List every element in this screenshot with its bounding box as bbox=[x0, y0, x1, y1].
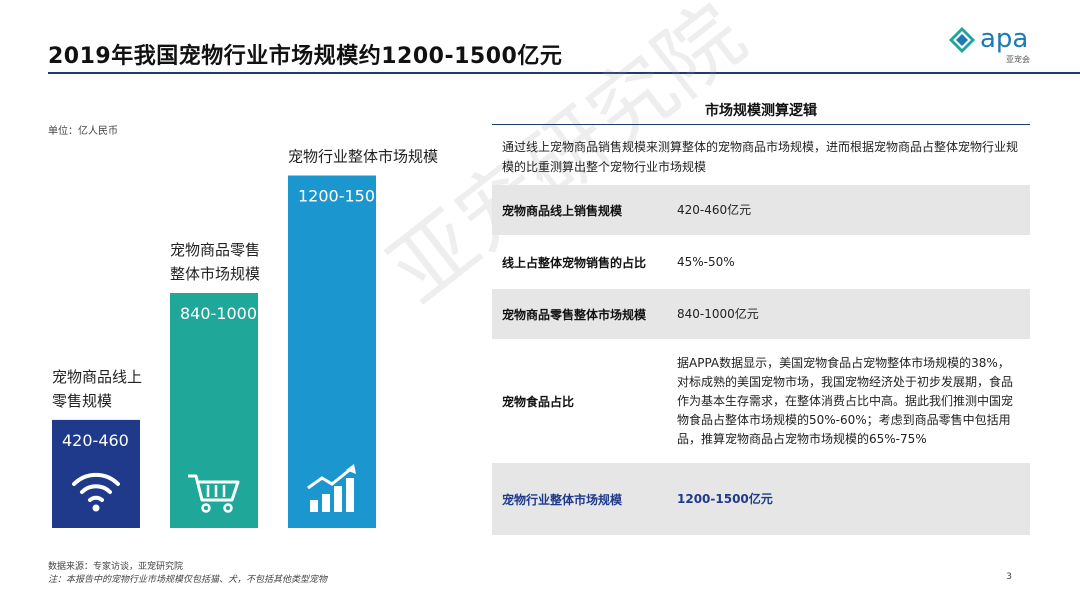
logic-row-key: 线上占整体宠物销售的占比 bbox=[502, 255, 647, 270]
logic-row: 宠物商品线上销售规模 420-460亿元 bbox=[492, 185, 1030, 235]
bar-value-label: 1200-1500 bbox=[298, 187, 385, 206]
page-title: 2019年我国宠物行业市场规模约1200-1500亿元 bbox=[48, 44, 563, 69]
logic-row-key: 宠物行业整体市场规模 bbox=[502, 492, 623, 507]
logo-subtext: 亚宠会 bbox=[1006, 55, 1030, 64]
logic-row-value: 1200-1500亿元 bbox=[677, 491, 773, 506]
cart-icon bbox=[188, 474, 240, 513]
bar-category-label: 整体市场规模 bbox=[170, 265, 260, 283]
logic-row-key: 宠物商品零售整体市场规模 bbox=[502, 307, 647, 322]
logic-row-final: 宠物行业整体市场规模 1200-1500亿元 bbox=[492, 463, 1030, 535]
bar-category-label: 宠物商品零售 bbox=[170, 241, 260, 259]
logic-row: 宠物商品零售整体市场规模 840-1000亿元 bbox=[492, 289, 1030, 339]
logic-intro: 通过线上宠物商品销售规模来测算整体的宠物商品市场规模，进而根据宠物商品占整体宠物… bbox=[502, 140, 1019, 174]
data-source: 数据来源：专家访谈，亚宠研究院 bbox=[48, 562, 184, 572]
bar-category-label: 零售规模 bbox=[52, 392, 112, 410]
bar bbox=[288, 175, 376, 528]
logic-row-key: 宠物食品占比 bbox=[502, 394, 575, 409]
logic-row-key: 宠物商品线上销售规模 bbox=[502, 203, 623, 218]
logo-mark-icon bbox=[949, 27, 975, 53]
bar bbox=[170, 293, 258, 528]
unit-label: 单位：亿人民币 bbox=[48, 126, 118, 137]
footnote: 注：本报告中的宠物行业市场规模仅包括猫、犬，不包括其他类型宠物 bbox=[48, 575, 328, 585]
bar-category-label: 宠物商品线上 bbox=[52, 368, 142, 386]
wifi-icon bbox=[72, 472, 120, 512]
logic-table: 市场规模测算逻辑 通过线上宠物商品销售规模来测算整体的宠物商品市场规模，进而根据… bbox=[492, 98, 1030, 535]
logic-row-value: 840-1000亿元 bbox=[677, 306, 759, 321]
logic-row-value: 45%-50% bbox=[677, 254, 735, 269]
apa-logo: apa 亚宠会 bbox=[948, 24, 1038, 64]
page-number: 3 bbox=[1006, 572, 1012, 582]
title-divider bbox=[48, 72, 1080, 74]
logic-row: 宠物食品占比 据APPA数据显示，美国宠物食品占宠物整体市场规模的38%，对标成… bbox=[492, 339, 1030, 463]
logic-row: 线上占整体宠物销售的占比 45%-50% bbox=[492, 235, 1030, 289]
bar-value-label: 840-1000 bbox=[180, 304, 257, 323]
bar-category-label: 宠物行业整体市场规模 bbox=[288, 148, 438, 166]
logic-row-value: 据APPA数据显示，美国宠物食品占宠物整体市场规模的38%，对标成熟的美国宠物市… bbox=[677, 355, 1014, 446]
logo-text: apa bbox=[980, 24, 1029, 54]
bar-value-label: 420-460 bbox=[62, 431, 129, 450]
logic-row-value: 420-460亿元 bbox=[677, 202, 752, 217]
growth-chart-icon bbox=[307, 464, 356, 512]
logic-heading: 市场规模测算逻辑 bbox=[492, 98, 1030, 125]
